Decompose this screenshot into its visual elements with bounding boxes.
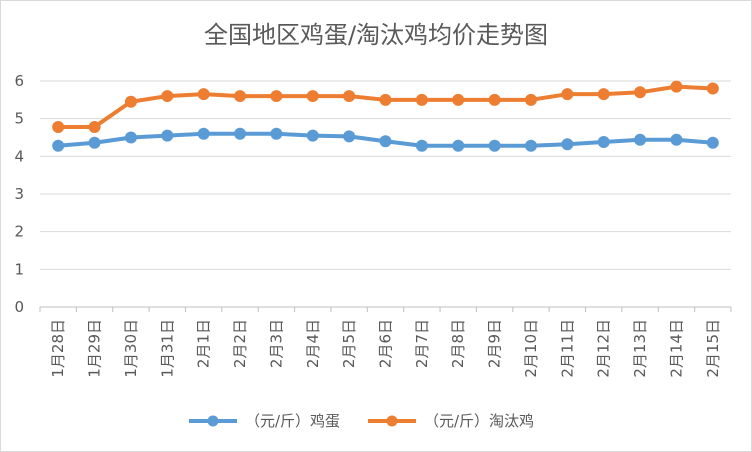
y-tick-label: 5 — [14, 110, 24, 128]
x-tick-label: 2月5日 — [340, 319, 358, 368]
series-1 — [52, 80, 719, 133]
data-point — [161, 90, 174, 103]
chart-title: 全国地区鸡蛋/淘汰鸡均价走势图 — [204, 21, 548, 49]
x-tick-label: 2月1日 — [195, 319, 213, 368]
data-point — [561, 88, 574, 101]
data-point — [706, 136, 719, 149]
x-tick-label: 1月28日 — [49, 319, 67, 378]
x-tick-label: 2月9日 — [486, 319, 504, 368]
data-point — [306, 129, 319, 142]
data-point — [597, 88, 610, 101]
data-point — [197, 127, 210, 140]
data-point — [488, 139, 501, 152]
data-point — [88, 136, 101, 149]
x-tick-label: 2月12日 — [595, 319, 613, 378]
x-tick-label: 2月10日 — [522, 319, 540, 378]
data-point — [670, 133, 683, 146]
y-tick-label: 4 — [14, 147, 24, 165]
data-point — [270, 90, 283, 103]
gridlines — [40, 80, 731, 270]
x-tick-label: 2月7日 — [413, 319, 431, 368]
legend-label-egg: （元/斤）鸡蛋 — [245, 412, 340, 430]
data-point — [234, 127, 247, 140]
data-point — [452, 93, 465, 106]
x-tick-label: 2月2日 — [231, 319, 249, 368]
data-point — [561, 138, 574, 151]
x-tick-label: 2月13日 — [631, 319, 649, 378]
x-tick-label: 2月15日 — [704, 319, 722, 378]
x-tick-label: 2月3日 — [267, 319, 285, 368]
legend-label-culled-hen: （元/斤）淘汰鸡 — [424, 412, 534, 430]
data-point — [524, 139, 537, 152]
y-tick-label: 6 — [14, 72, 24, 90]
data-point — [343, 130, 356, 143]
data-point — [161, 129, 174, 142]
x-tick-label: 2月14日 — [667, 319, 685, 378]
data-point — [234, 90, 247, 103]
data-point — [452, 139, 465, 152]
x-tick-label: 2月4日 — [304, 319, 322, 368]
data-point — [124, 131, 137, 144]
series-0 — [52, 127, 719, 152]
y-tick-label: 3 — [14, 185, 24, 203]
data-point — [52, 120, 65, 133]
data-point — [634, 86, 647, 99]
legend-marker-egg — [207, 415, 219, 427]
data-point — [379, 93, 392, 106]
data-point — [670, 80, 683, 93]
legend-item-culled-hen: （元/斤）淘汰鸡 — [368, 412, 534, 430]
data-point — [197, 88, 210, 101]
y-axis: 0 1 2 3 4 5 6 — [14, 72, 24, 316]
data-point — [524, 93, 537, 106]
series-line — [56, 84, 715, 129]
data-point — [52, 139, 65, 152]
data-point — [306, 90, 319, 103]
x-tick-label: 1月29日 — [86, 319, 104, 378]
data-point — [597, 136, 610, 149]
x-tick-label: 1月31日 — [158, 319, 176, 378]
y-tick-label: 1 — [14, 260, 24, 278]
x-tick-label: 2月6日 — [377, 319, 395, 368]
data-point — [379, 135, 392, 148]
data-point — [634, 133, 647, 146]
x-axis: 1月28日 1月29日 1月30日 1月31日 2月1日 2月2日 2月3日 2月4日 2月5日… — [39, 306, 732, 378]
data-point — [343, 90, 356, 103]
x-tick-label: 2月11日 — [558, 319, 576, 378]
data-point — [488, 93, 501, 106]
data-point — [706, 82, 719, 95]
x-tick-label: 2月8日 — [449, 319, 467, 368]
series-lines — [52, 80, 719, 152]
legend-item-egg: （元/斤）鸡蛋 — [189, 412, 340, 430]
data-point — [270, 127, 283, 140]
x-tick-label: 1月30日 — [122, 319, 140, 378]
data-point — [124, 95, 137, 108]
data-point — [415, 93, 428, 106]
legend: （元/斤）鸡蛋 （元/斤）淘汰鸡 — [189, 412, 534, 430]
data-point — [415, 139, 428, 152]
legend-marker-culled-hen — [386, 415, 398, 427]
data-point — [88, 120, 101, 133]
y-tick-label: 2 — [14, 223, 24, 241]
y-tick-label: 0 — [14, 298, 24, 316]
